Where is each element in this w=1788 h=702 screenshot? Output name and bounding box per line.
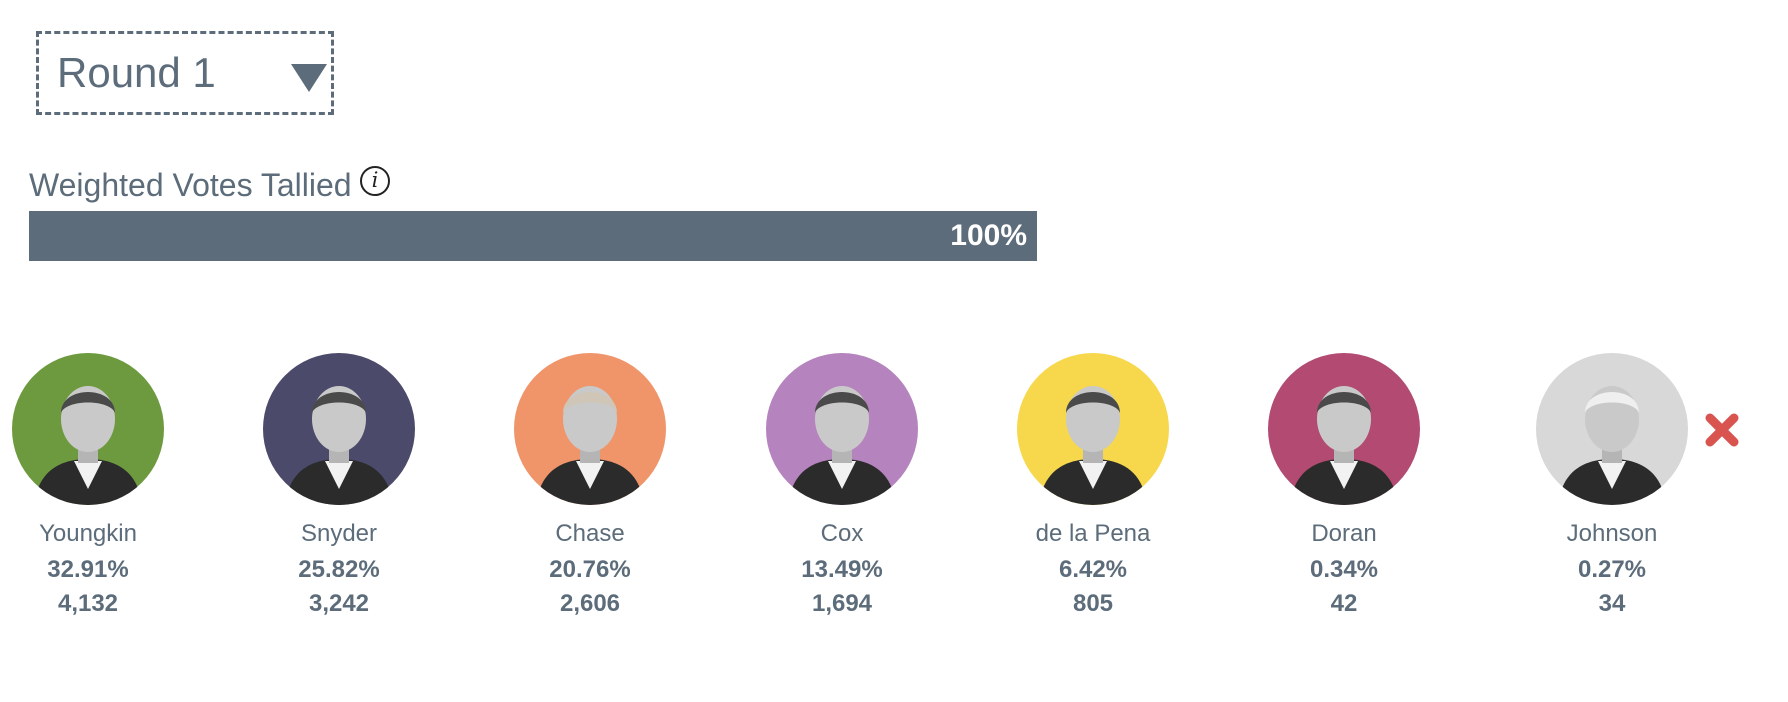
portrait-collar: [325, 461, 353, 489]
candidate-photo: [263, 353, 415, 505]
portrait-hair: [1066, 392, 1120, 413]
portrait-hair: [312, 392, 366, 413]
candidate-votes: 3,242: [308, 590, 370, 617]
candidate-name: Snyder: [300, 520, 378, 547]
candidate-photo: [1536, 353, 1688, 505]
portrait-collar: [74, 461, 102, 489]
tally-progress-fill: 100%: [29, 211, 1037, 261]
portrait-collar: [576, 461, 604, 489]
portrait-silhouette: [1290, 386, 1398, 505]
portrait-hair: [563, 392, 617, 413]
candidate-percent: 0.34%: [1309, 556, 1379, 583]
portrait-silhouette: [1558, 386, 1666, 505]
candidate-card[interactable]: Johnson 0.27% 34: [1522, 353, 1702, 621]
candidate-percent: 13.49%: [801, 556, 883, 583]
portrait-hair: [815, 392, 869, 413]
candidate-photo: [1268, 353, 1420, 505]
candidate-percent: 25.82%: [298, 556, 380, 583]
candidate-votes: 34: [1598, 590, 1626, 617]
candidate-photo: [12, 353, 164, 505]
candidate-votes: 805: [1072, 590, 1114, 617]
portrait-hair: [1317, 392, 1371, 413]
portrait-collar: [1079, 461, 1107, 489]
portrait-silhouette: [788, 386, 896, 505]
candidate-name: de la Pena: [1035, 520, 1151, 547]
candidate-votes: 2,606: [559, 590, 621, 617]
portrait-silhouette: [536, 386, 644, 505]
round-dropdown[interactable]: Round 1: [36, 31, 334, 115]
portrait-collar: [1330, 461, 1358, 489]
portrait-collar: [828, 461, 856, 489]
candidate-votes: 4,132: [57, 590, 119, 617]
round-dropdown-value: Round 1: [57, 49, 216, 96]
candidate-percent: 32.91%: [47, 556, 129, 583]
portrait-hair: [61, 392, 115, 413]
candidate-percent: 6.42%: [1058, 556, 1128, 583]
candidate-votes: 1,694: [811, 590, 873, 617]
weighted-votes-title: Weighted Votes Tallied: [29, 167, 352, 203]
candidate-name: Doran: [1311, 520, 1377, 547]
candidate-name: Johnson: [1566, 520, 1658, 547]
candidate-card[interactable]: Chase 20.76% 2,606: [500, 353, 680, 621]
candidate-card[interactable]: Youngkin 32.91% 4,132: [0, 353, 178, 621]
candidate-photo: [514, 353, 666, 505]
triangle-down-icon[interactable]: [291, 64, 327, 92]
candidate-votes: 42: [1330, 590, 1358, 617]
portrait-hair: [1585, 392, 1639, 413]
candidate-card[interactable]: Cox 13.49% 1,694: [752, 353, 932, 621]
candidate-photo: [766, 353, 918, 505]
candidate-percent: 0.27%: [1577, 556, 1647, 583]
portrait-silhouette: [285, 386, 393, 505]
candidate-name: Cox: [820, 520, 864, 547]
x-mark-icon: [1705, 413, 1739, 447]
candidate-card[interactable]: Doran 0.34% 42: [1254, 353, 1434, 621]
candidate-photo: [1017, 353, 1169, 505]
tally-progress-bar: 100%: [29, 211, 1037, 261]
portrait-collar: [1598, 461, 1626, 489]
info-icon[interactable]: i: [360, 166, 390, 196]
candidate-name: Chase: [555, 520, 625, 547]
portrait-silhouette: [1039, 386, 1147, 505]
portrait-silhouette: [34, 386, 142, 505]
tally-progress-label: 100%: [950, 219, 1027, 252]
candidate-percent: 20.76%: [549, 556, 631, 583]
candidate-card[interactable]: Snyder 25.82% 3,242: [249, 353, 429, 621]
candidate-card[interactable]: de la Pena 6.42% 805: [1003, 353, 1183, 621]
candidate-name: Youngkin: [39, 520, 137, 547]
